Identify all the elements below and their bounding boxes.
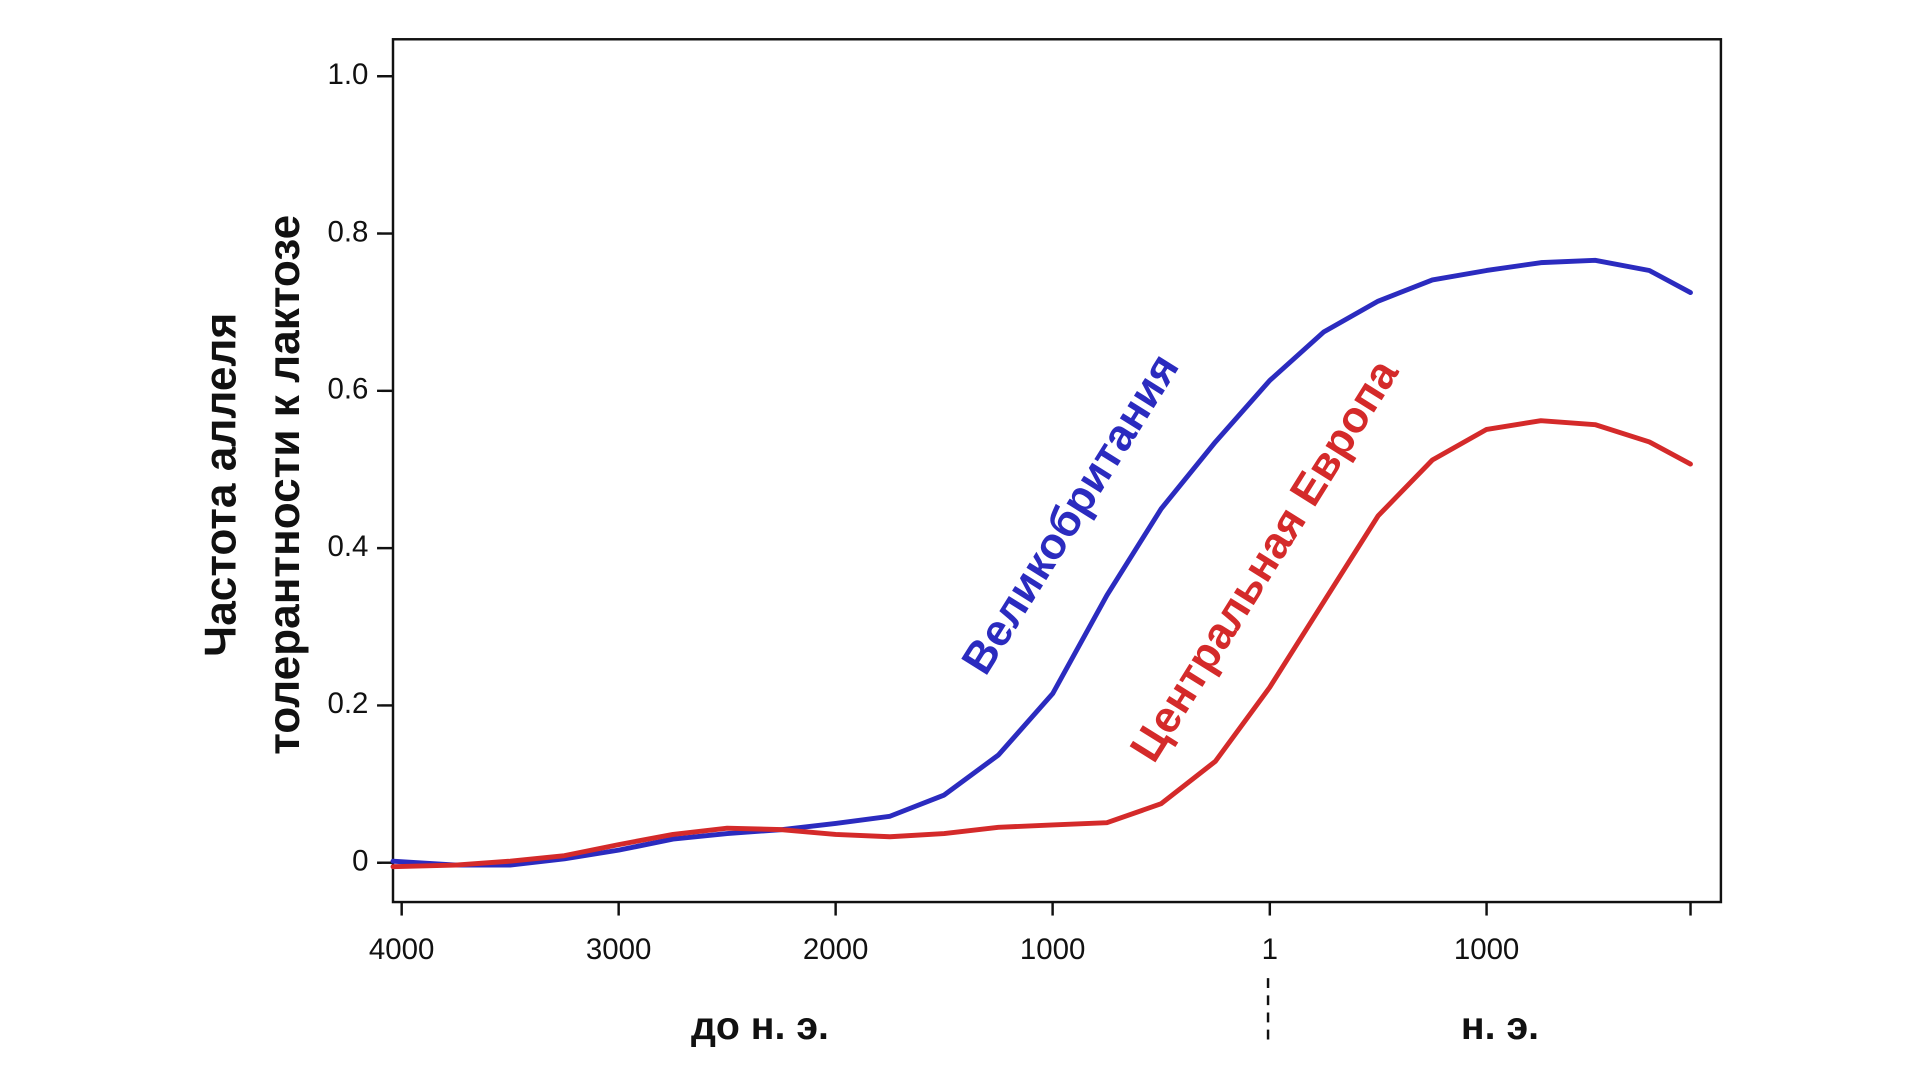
x-tick-label: 2000 <box>803 933 868 966</box>
series-label: Великобритания <box>952 345 1188 683</box>
series-line <box>390 257 1693 868</box>
y-axis-title-line: толерантности к лактозе <box>260 215 309 755</box>
era-label: н. э. <box>1461 1004 1539 1048</box>
era-label: до н. э. <box>691 1004 829 1048</box>
x-tick-label: 1 <box>1262 933 1278 966</box>
series-line <box>390 418 1693 870</box>
y-axis-title-line: Частота аллеля <box>196 313 245 657</box>
x-tick-label: 1000 <box>1454 933 1520 966</box>
y-tick-label: 0.2 <box>328 687 369 720</box>
y-tick-label: 0.4 <box>328 530 369 563</box>
y-tick-label: 0 <box>352 845 368 878</box>
series-label: Центральная Европа <box>1121 351 1408 770</box>
series-annotation: Центральная Европа <box>1121 351 1408 770</box>
y-tick-label: 1.0 <box>328 58 369 91</box>
y-tick-label: 0.8 <box>328 215 369 248</box>
plot-frame <box>391 38 1723 904</box>
series-annotation: Великобритания <box>952 345 1188 683</box>
x-tick-label: 1000 <box>1020 933 1086 966</box>
y-tick-label: 0.6 <box>328 373 369 406</box>
x-tick-label: 3000 <box>586 933 652 966</box>
y-axis-title: Частота аллеля толерантности к лактозе <box>196 215 309 755</box>
x-tick-label: 4000 <box>369 933 434 966</box>
